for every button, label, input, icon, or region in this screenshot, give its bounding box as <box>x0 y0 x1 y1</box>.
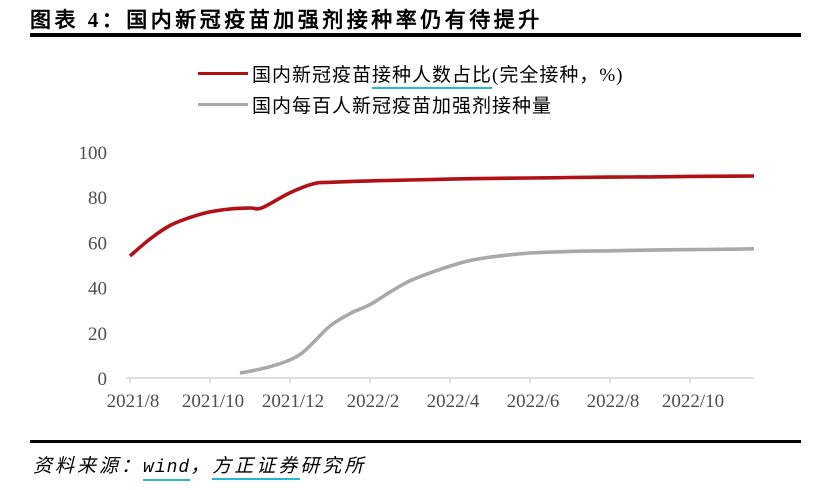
legend-text-pre: 国内新冠疫苗 <box>252 65 373 86</box>
title-divider <box>30 33 801 37</box>
legend-text-pre: 国内每百人新冠疫苗加强剂接种量 <box>252 96 553 117</box>
x-tick-label: 2021/8 <box>107 391 160 412</box>
y-tick-label: 60 <box>88 233 107 254</box>
y-tick-label: 100 <box>79 143 108 164</box>
y-tick-label: 40 <box>88 279 107 300</box>
y-tick-label: 80 <box>88 188 107 209</box>
chart-title: 图表 4：国内新冠疫苗加强剂接种率仍有待提升 <box>30 8 543 32</box>
x-tick-label: 2022/6 <box>507 391 560 412</box>
legend-line-swatch-red <box>198 72 248 75</box>
footer-divider <box>30 440 801 443</box>
x-tick-label: 2021/12 <box>262 391 324 412</box>
x-tick-label: 2022/2 <box>347 391 400 412</box>
y-tick-label: 0 <box>98 369 108 390</box>
x-tick-label: 2022/8 <box>587 391 640 412</box>
legend-item-booster-doses-per-100: 国内每百人新冠疫苗加强剂接种量 <box>198 89 624 120</box>
source-suffix: 研究所 <box>300 456 367 477</box>
x-tick-label: 2021/10 <box>182 391 244 412</box>
booster-doses-per-100-line <box>239 246 755 375</box>
y-tick-label: 20 <box>88 324 107 345</box>
legend-label: 国内每百人新冠疫苗加强剂接种量 <box>252 91 552 118</box>
source-prefix: 资料来源： <box>33 456 144 477</box>
source-wind-link: wind <box>143 458 191 481</box>
source-separator: ， <box>190 456 213 477</box>
legend-text-post: (完全接种，%) <box>492 65 624 86</box>
x-tick-label: 2022/4 <box>427 391 480 412</box>
chart-legend: 国内新冠疫苗接种人数占比(完全接种，%) 国内每百人新冠疫苗加强剂接种量 <box>198 58 624 120</box>
x-tick-label: 2022/10 <box>662 391 724 412</box>
legend-label: 国内新冠疫苗接种人数占比(完全接种，%) <box>252 60 624 89</box>
legend-item-fully-vaccinated-share: 国内新冠疫苗接种人数占比(完全接种，%) <box>198 58 624 89</box>
source-founder-securities-link: 方正证券 <box>212 456 301 480</box>
legend-line-swatch-gray <box>198 103 248 106</box>
legend-text-underlined: 接种人数占比 <box>372 65 493 89</box>
source-note: 资料来源：wind，方正证券研究所 <box>33 451 367 481</box>
fully-vaccinated-share-line <box>128 174 755 258</box>
